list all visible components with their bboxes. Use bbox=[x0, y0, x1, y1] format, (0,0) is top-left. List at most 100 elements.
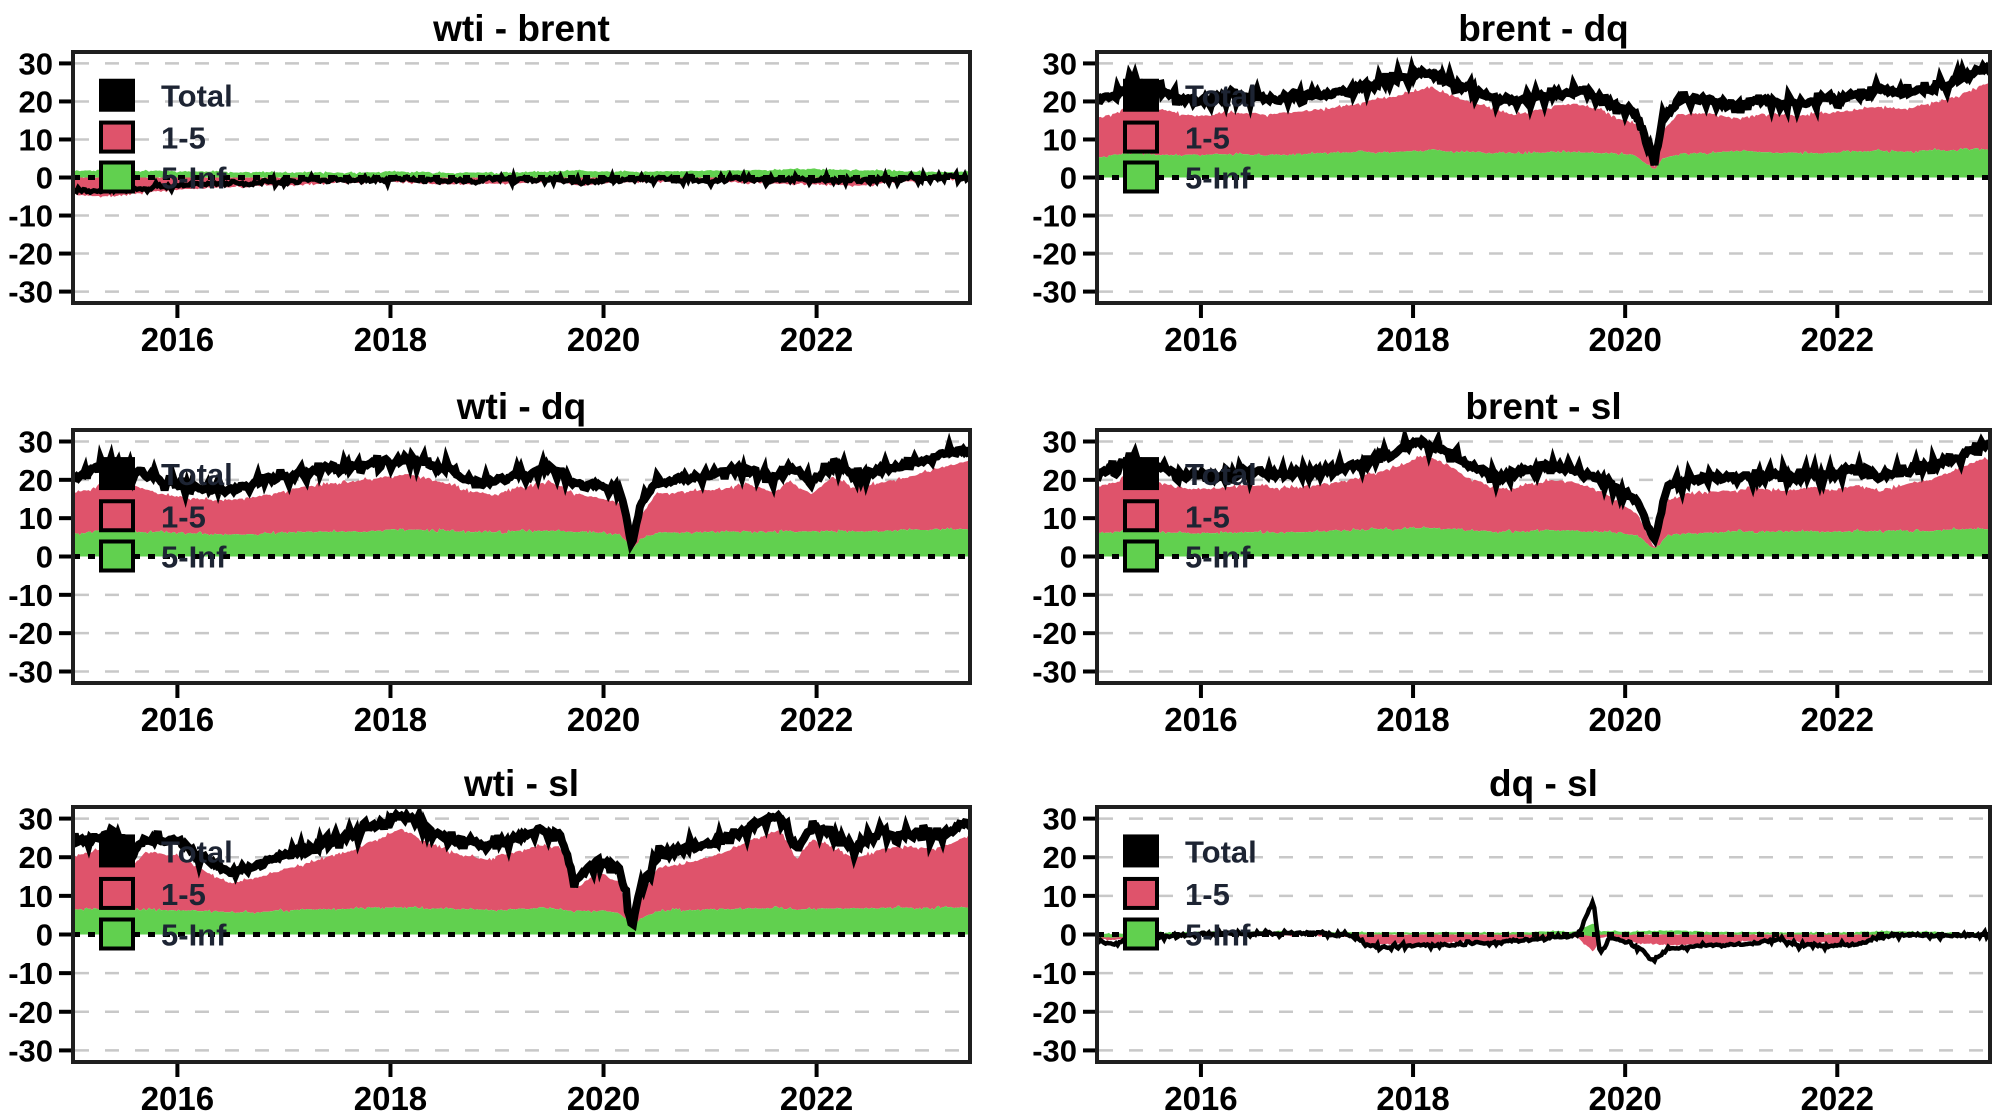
legend-swatch-5-inf bbox=[99, 539, 135, 573]
data-layer bbox=[73, 166, 970, 198]
y-tick-label: 20 bbox=[19, 463, 53, 498]
legend-label-total: Total bbox=[1185, 79, 1257, 114]
x-tick-label: 2018 bbox=[354, 1080, 427, 1117]
area-1-5 bbox=[1097, 455, 1990, 548]
y-tick-label: 20 bbox=[1043, 463, 1077, 498]
x-tick-label: 2020 bbox=[1588, 1080, 1661, 1117]
y-tick-label: 30 bbox=[19, 425, 53, 460]
legend-swatch-5-inf bbox=[99, 160, 135, 194]
legend-label-1-5: 1-5 bbox=[1185, 499, 1230, 534]
area-1-5 bbox=[1097, 930, 1990, 952]
y-tick-label: 30 bbox=[1043, 46, 1077, 81]
legend-swatch-total bbox=[1123, 78, 1159, 112]
plot-box bbox=[71, 805, 972, 1064]
total-line bbox=[1097, 55, 1990, 166]
x-tick-label: 2020 bbox=[1588, 321, 1661, 358]
legend-swatch-5-inf bbox=[1123, 539, 1159, 573]
legend-swatch-5-inf bbox=[99, 917, 135, 951]
legend-label-5-inf: 5-Inf bbox=[161, 918, 227, 953]
x-tick-label: 2018 bbox=[1376, 321, 1449, 358]
legend: Total 1-5 5-Inf bbox=[1123, 834, 1257, 953]
y-tick-label: 10 bbox=[1043, 501, 1077, 536]
plot-box bbox=[1095, 50, 1992, 305]
x-tick-label: 2020 bbox=[567, 321, 640, 358]
legend-label-1-5: 1-5 bbox=[1185, 121, 1230, 156]
total-line bbox=[73, 166, 970, 196]
x-tick-label: 2016 bbox=[141, 321, 214, 358]
data-layer bbox=[73, 807, 970, 937]
legend-label-5-inf: 5-Inf bbox=[161, 540, 227, 575]
legend-label-5-inf: 5-Inf bbox=[1185, 540, 1251, 575]
area-1-5 bbox=[1097, 83, 1990, 169]
y-tick-label: 20 bbox=[19, 840, 53, 875]
legend-swatch-1-5 bbox=[99, 499, 135, 533]
x-tick-label: 2022 bbox=[1801, 1080, 1874, 1117]
x-tick-label: 2018 bbox=[354, 321, 427, 358]
legend-label-total: Total bbox=[1185, 834, 1257, 869]
legend-label-total: Total bbox=[161, 79, 233, 114]
total-line bbox=[1097, 430, 1990, 548]
legend-swatch-total bbox=[99, 834, 135, 868]
x-tick-label: 2020 bbox=[1588, 701, 1661, 738]
y-tick-label: 0 bbox=[1060, 918, 1077, 953]
y-tick-label: -10 bbox=[1032, 199, 1077, 234]
legend-swatch-5-inf bbox=[1123, 917, 1159, 951]
plot-box bbox=[71, 428, 972, 685]
x-tick-label: 2018 bbox=[1376, 701, 1449, 738]
legend-label-1-5: 1-5 bbox=[1185, 877, 1230, 912]
legend-swatch-5-inf bbox=[1123, 160, 1159, 194]
legend: Total 1-5 5-Inf bbox=[99, 834, 233, 953]
x-tick-label: 2016 bbox=[1164, 321, 1237, 358]
area-5-inf bbox=[73, 527, 970, 557]
y-tick-label: -10 bbox=[8, 956, 53, 991]
legend-swatch-total bbox=[1123, 457, 1159, 491]
y-tick-label: 30 bbox=[19, 46, 53, 81]
y-tick-label: -20 bbox=[1032, 616, 1077, 651]
y-tick-label: 10 bbox=[1043, 122, 1077, 157]
area-5-inf bbox=[1097, 148, 1990, 178]
panel-title: brent - dq bbox=[1458, 8, 1629, 49]
x-tick-label: 2022 bbox=[1801, 321, 1874, 358]
legend-swatch-1-5 bbox=[99, 876, 135, 910]
x-tick-label: 2022 bbox=[780, 321, 853, 358]
legend-swatch-1-5 bbox=[1123, 120, 1159, 154]
y-tick-label: -10 bbox=[8, 578, 53, 613]
area-1-5 bbox=[73, 460, 970, 549]
y-tick-label: 10 bbox=[1043, 879, 1077, 914]
legend-label-total: Total bbox=[1185, 457, 1257, 492]
area-5-inf bbox=[73, 905, 970, 935]
legend-swatch-1-5 bbox=[1123, 499, 1159, 533]
y-tick-label: 0 bbox=[1060, 540, 1077, 575]
legend-label-5-inf: 5-Inf bbox=[1185, 918, 1251, 953]
x-tick-label: 2020 bbox=[567, 1080, 640, 1117]
y-tick-label: -30 bbox=[1032, 1033, 1077, 1068]
y-tick-label: -20 bbox=[1032, 995, 1077, 1030]
legend-swatch-total bbox=[99, 457, 135, 491]
x-tick-label: 2018 bbox=[354, 701, 427, 738]
y-tick-label: -10 bbox=[8, 199, 53, 234]
y-tick-label: -30 bbox=[8, 275, 53, 310]
x-tick-label: 2022 bbox=[780, 701, 853, 738]
y-tick-label: 0 bbox=[36, 918, 53, 953]
area-1-5 bbox=[73, 828, 970, 927]
total-line bbox=[1097, 895, 1990, 966]
data-layer bbox=[1097, 55, 1990, 180]
y-tick-label: 0 bbox=[1060, 161, 1077, 196]
data-layer bbox=[1097, 895, 1990, 966]
legend-label-1-5: 1-5 bbox=[161, 499, 206, 534]
y-tick-label: -20 bbox=[1032, 237, 1077, 272]
panel-title: wti - dq bbox=[456, 386, 586, 427]
panel-title: wti - brent bbox=[432, 8, 610, 49]
legend-swatch-total bbox=[1123, 834, 1159, 868]
x-tick-label: 2020 bbox=[567, 701, 640, 738]
y-tick-label: 10 bbox=[19, 122, 53, 157]
y-tick-label: -30 bbox=[8, 1033, 53, 1068]
plot-box bbox=[1095, 805, 1992, 1064]
total-line bbox=[73, 432, 970, 555]
